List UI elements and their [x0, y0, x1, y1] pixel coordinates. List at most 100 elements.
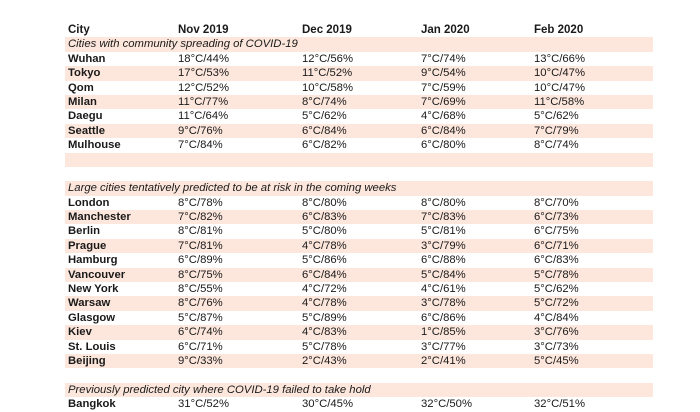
- section-title-row: Cities with community spreading of COVID…: [65, 37, 653, 52]
- value-cell: 5°C/62%: [534, 110, 579, 123]
- header-city: City: [68, 24, 90, 36]
- value-cell: 3°C/78%: [421, 297, 466, 310]
- section-title-row: Previously predicted city where COVID-19…: [65, 382, 653, 398]
- value-cell: 5°C/87%: [178, 311, 223, 324]
- value-cell: 7°C/74%: [421, 52, 466, 65]
- value-cell: 17°C/53%: [178, 67, 229, 80]
- table-row: Wuhan 18°C/44% 12°C/56% 7°C/74% 13°C/66%: [65, 52, 653, 66]
- table-row: London 8°C/78% 8°C/80% 8°C/80% 8°C/70%: [65, 196, 653, 210]
- value-cell: 7°C/59%: [421, 81, 466, 94]
- table-row: Prague 7°C/81% 4°C/78% 3°C/79% 6°C/71%: [65, 238, 653, 254]
- value-cell: 13°C/66%: [534, 52, 585, 65]
- table-row: Bangkok 31°C/52% 30°C/45% 32°C/50% 32°C/…: [65, 397, 653, 411]
- value-cell: 6°C/83%: [534, 254, 579, 267]
- value-cell: 5°C/62%: [302, 110, 347, 123]
- value-cell: 9°C/76%: [178, 124, 223, 137]
- table-row: Berlin 8°C/81% 5°C/80% 5°C/81% 6°C/75%: [65, 224, 653, 238]
- city-cell: Manchester: [68, 211, 131, 224]
- city-cell: Glasgow: [68, 311, 116, 324]
- city-cell: New York: [68, 283, 119, 296]
- city-cell: Beijing: [68, 354, 106, 367]
- city-cell: Seattle: [68, 124, 106, 137]
- value-cell: 7°C/81%: [178, 239, 223, 252]
- table-row: Manchester 7°C/82% 6°C/83% 7°C/83% 6°C/7…: [65, 210, 653, 225]
- table-row: Warsaw 8°C/76% 4°C/78% 3°C/78% 5°C/72%: [65, 296, 653, 311]
- header-feb-2020: Feb 2020: [534, 24, 584, 36]
- value-cell: 11°C/77%: [178, 95, 229, 108]
- value-cell: 2°C/43%: [302, 354, 347, 367]
- value-cell: 30°C/45%: [302, 398, 353, 411]
- value-cell: 8°C/78%: [178, 196, 223, 209]
- value-cell: 6°C/75%: [534, 225, 579, 238]
- value-cell: 6°C/74%: [178, 326, 223, 339]
- climate-table: City Nov 2019 Dec 2019 Jan 2020 Feb 2020…: [65, 23, 653, 412]
- spacer-row: [65, 368, 653, 382]
- value-cell: 11°C/52%: [302, 67, 353, 80]
- table-header-row: City Nov 2019 Dec 2019 Jan 2020 Feb 2020: [65, 23, 653, 37]
- value-cell: 8°C/75%: [178, 268, 223, 281]
- table-row: Seattle 9°C/76% 6°C/84% 6°C/84% 7°C/79%: [65, 123, 653, 139]
- value-cell: 4°C/78%: [302, 239, 347, 252]
- city-cell: Warsaw: [68, 297, 111, 310]
- value-cell: 8°C/70%: [534, 196, 579, 209]
- city-cell: Mulhouse: [68, 139, 121, 152]
- value-cell: 32°C/50%: [421, 398, 472, 411]
- value-cell: 3°C/77%: [421, 340, 466, 353]
- value-cell: 5°C/62%: [534, 283, 579, 296]
- value-cell: 8°C/76%: [178, 297, 223, 310]
- value-cell: 7°C/69%: [421, 95, 466, 108]
- city-cell: Milan: [68, 95, 97, 108]
- value-cell: 6°C/71%: [534, 239, 579, 252]
- section-title: Large cities tentatively predicted to be…: [68, 182, 397, 195]
- value-cell: 8°C/80%: [302, 196, 347, 209]
- section-title-row: Large cities tentatively predicted to be…: [65, 181, 653, 196]
- value-cell: 5°C/45%: [534, 354, 579, 367]
- table-row: Glasgow 5°C/87% 5°C/89% 6°C/86% 4°C/84%: [65, 311, 653, 325]
- table-row: Mulhouse 7°C/84% 6°C/82% 6°C/80% 8°C/74%: [65, 138, 653, 152]
- city-cell: Hamburg: [68, 254, 118, 267]
- spacer-row: [65, 167, 653, 181]
- value-cell: 12°C/52%: [178, 81, 229, 94]
- value-cell: 10°C/58%: [302, 81, 353, 94]
- value-cell: 4°C/72%: [302, 283, 347, 296]
- value-cell: 18°C/44%: [178, 52, 229, 65]
- value-cell: 3°C/73%: [534, 340, 579, 353]
- value-cell: 3°C/79%: [421, 239, 466, 252]
- table-row: Kiev 6°C/74% 4°C/83% 1°C/85% 3°C/76%: [65, 325, 653, 340]
- value-cell: 5°C/80%: [302, 225, 347, 238]
- header-jan-2020: Jan 2020: [421, 24, 470, 36]
- value-cell: 6°C/84%: [302, 124, 347, 137]
- city-cell: Tokyo: [68, 67, 101, 80]
- value-cell: 8°C/55%: [178, 283, 223, 296]
- city-cell: Kiev: [68, 326, 92, 339]
- value-cell: 7°C/84%: [178, 139, 223, 152]
- value-cell: 4°C/83%: [302, 326, 347, 339]
- value-cell: 4°C/78%: [302, 297, 347, 310]
- table-row: St. Louis 6°C/71% 5°C/78% 3°C/77% 3°C/73…: [65, 340, 653, 354]
- value-cell: 5°C/84%: [421, 268, 466, 281]
- spacer-row: [65, 152, 653, 167]
- value-cell: 6°C/71%: [178, 340, 223, 353]
- value-cell: 6°C/89%: [178, 254, 223, 267]
- table-row: Vancouver 8°C/75% 6°C/84% 5°C/84% 5°C/78…: [65, 267, 653, 283]
- value-cell: 3°C/76%: [534, 326, 579, 339]
- value-cell: 9°C/54%: [421, 67, 466, 80]
- value-cell: 10°C/47%: [534, 67, 585, 80]
- value-cell: 5°C/78%: [302, 340, 347, 353]
- value-cell: 4°C/61%: [421, 283, 466, 296]
- section-title: Cities with community spreading of COVID…: [68, 38, 298, 51]
- value-cell: 4°C/68%: [421, 110, 466, 123]
- value-cell: 5°C/86%: [302, 254, 347, 267]
- value-cell: 12°C/56%: [302, 52, 353, 65]
- value-cell: 5°C/72%: [534, 297, 579, 310]
- value-cell: 9°C/33%: [178, 354, 223, 367]
- value-cell: 6°C/80%: [421, 139, 466, 152]
- value-cell: 6°C/84%: [421, 124, 466, 137]
- city-cell: St. Louis: [68, 340, 116, 353]
- value-cell: 5°C/89%: [302, 311, 347, 324]
- value-cell: 7°C/83%: [421, 211, 466, 224]
- city-cell: Qom: [68, 81, 94, 94]
- value-cell: 6°C/84%: [302, 268, 347, 281]
- table-row: Beijing 9°C/33% 2°C/43% 2°C/41% 5°C/45%: [65, 353, 653, 369]
- value-cell: 6°C/82%: [302, 139, 347, 152]
